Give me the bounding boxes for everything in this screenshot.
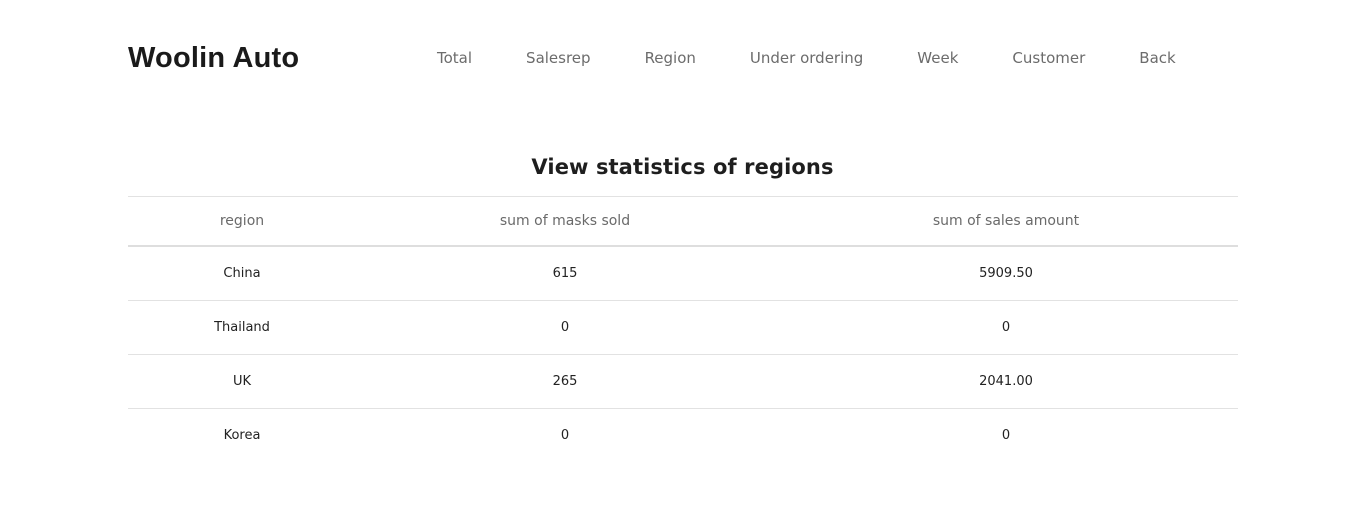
column-header-sales-amount: sum of sales amount xyxy=(774,196,1238,247)
cell-sales-amount: 0 xyxy=(1001,428,1011,443)
table-row: Thailand 0 0 xyxy=(128,300,1238,355)
page-title: View statistics of regions xyxy=(531,155,834,180)
site-header: Woolin Auto Total Salesrep Region Under … xyxy=(128,36,1238,84)
column-header-region: region xyxy=(128,196,356,247)
table-row: Korea 0 0 xyxy=(128,409,1238,463)
cell-region: Thailand xyxy=(128,300,356,355)
cell-masks-sold: 0 xyxy=(560,428,570,443)
nav-salesrep[interactable]: Salesrep xyxy=(526,49,591,67)
cell-region: Korea xyxy=(223,428,261,443)
main-nav: Total Salesrep Region Under ordering Wee… xyxy=(437,49,1176,67)
cell-sales-amount: 2041.00 xyxy=(774,354,1238,409)
nav-region[interactable]: Region xyxy=(644,49,696,67)
cell-region: UK xyxy=(128,354,356,409)
table-row: UK 265 2041.00 xyxy=(128,354,1238,409)
cell-sales-amount: 5909.50 xyxy=(774,246,1238,301)
brand-logo[interactable]: Woolin Auto xyxy=(128,42,300,74)
nav-week[interactable]: Week xyxy=(917,49,959,67)
table-row: China 615 5909.50 xyxy=(128,246,1238,301)
nav-under-ordering[interactable]: Under ordering xyxy=(749,49,864,67)
column-header-masks-sold: sum of masks sold xyxy=(356,196,774,247)
cell-region: China xyxy=(128,246,356,301)
region-stats-table: region sum of masks sold sum of sales am… xyxy=(128,196,1238,462)
cell-masks-sold: 615 xyxy=(356,246,774,301)
cell-masks-sold: 265 xyxy=(356,354,774,409)
nav-back[interactable]: Back xyxy=(1139,49,1176,67)
table-header-row: region sum of masks sold sum of sales am… xyxy=(128,196,1238,247)
cell-masks-sold: 0 xyxy=(356,300,774,355)
cell-sales-amount: 0 xyxy=(774,300,1238,355)
nav-customer[interactable]: Customer xyxy=(1012,49,1086,67)
nav-total[interactable]: Total xyxy=(437,49,473,67)
